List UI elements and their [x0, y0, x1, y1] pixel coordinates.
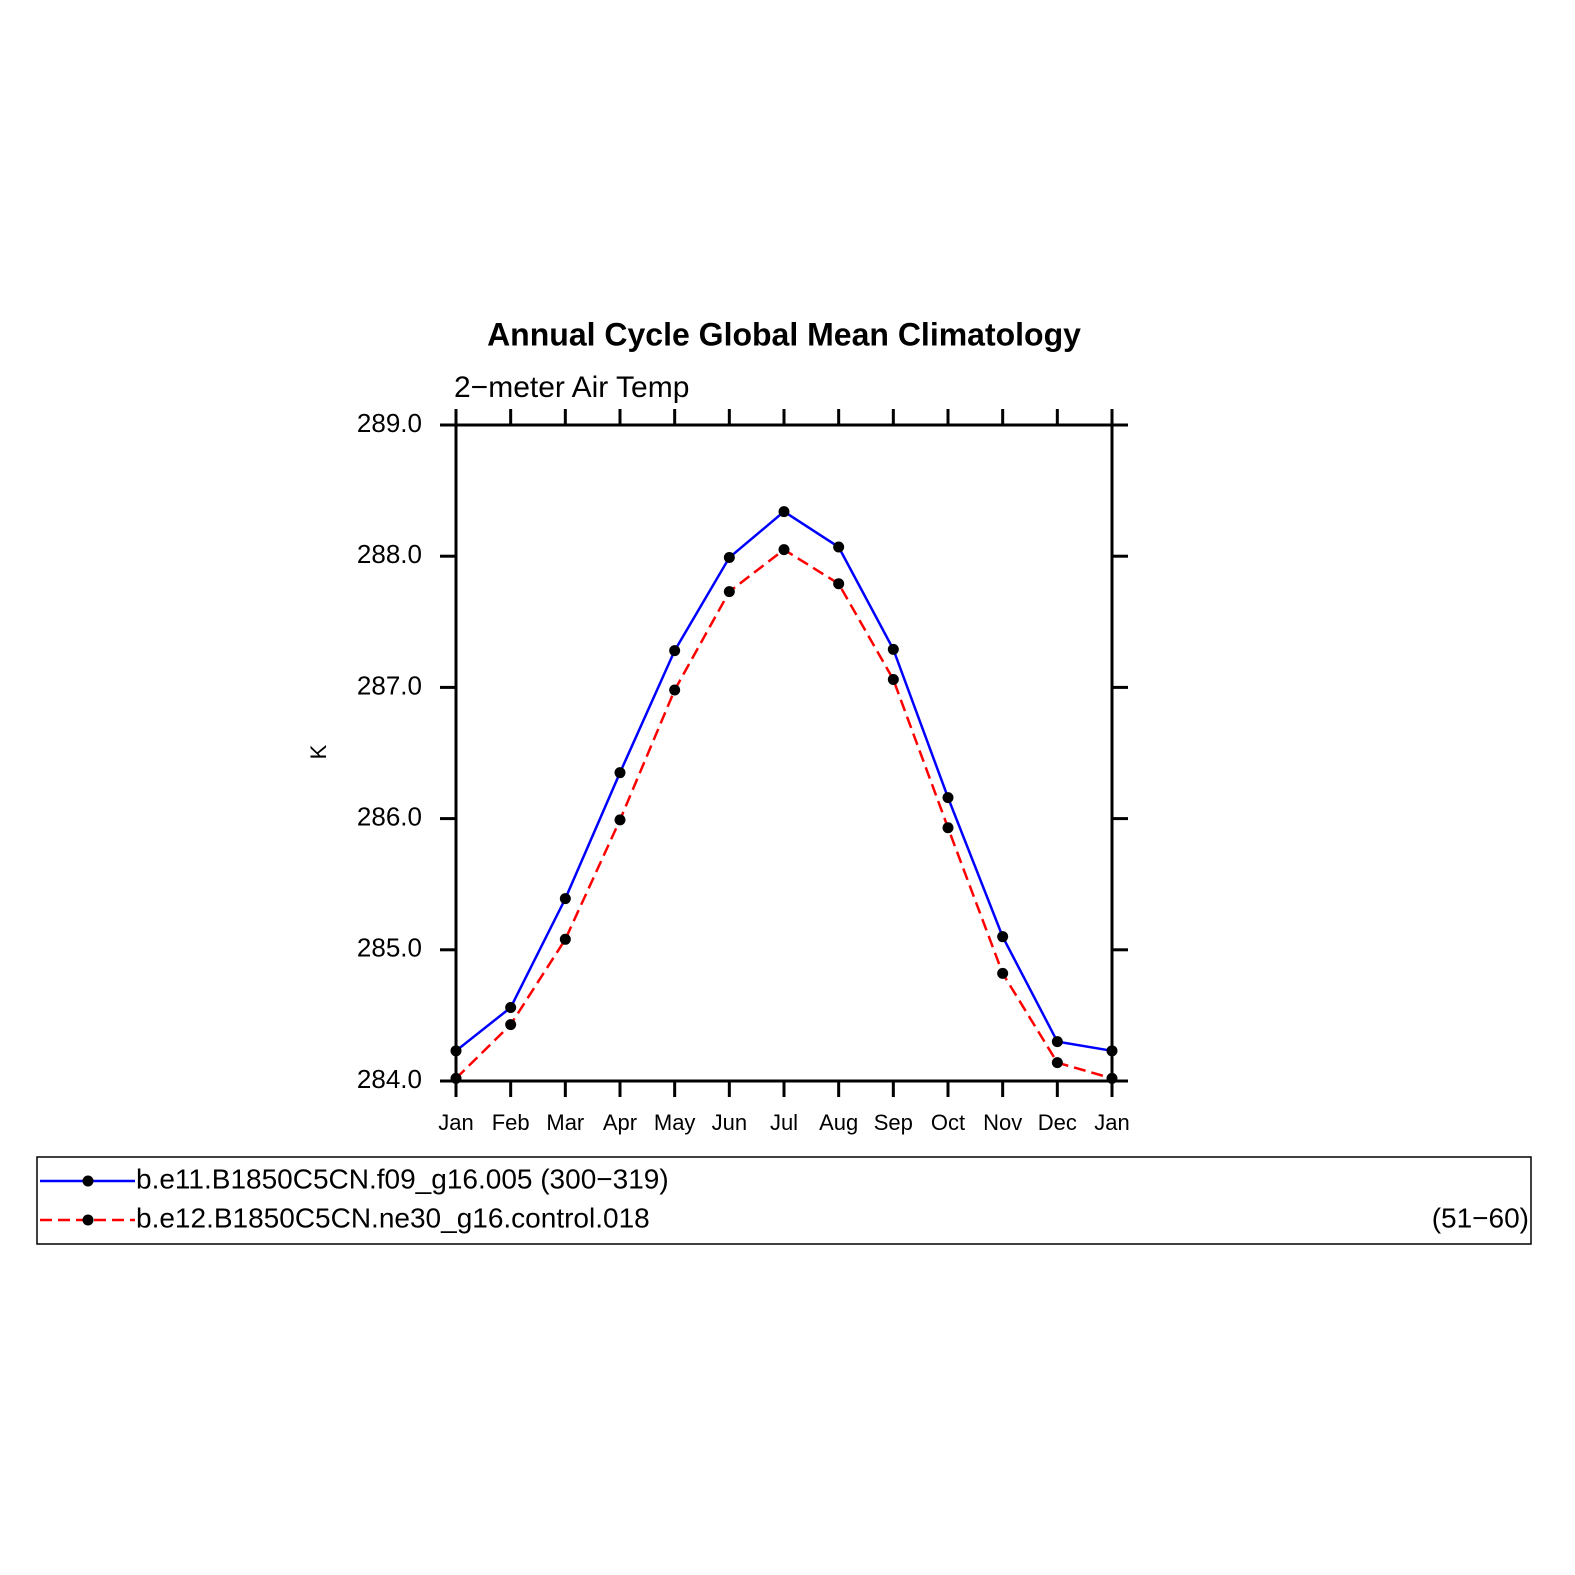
data-point: [778, 506, 790, 518]
data-point: [505, 1019, 517, 1031]
data-point: [559, 933, 571, 945]
x-tick-label: Jul: [770, 1110, 798, 1135]
data-point: [887, 643, 899, 655]
data-point: [614, 814, 626, 826]
x-tick-label: Jan: [1094, 1110, 1129, 1135]
series-line: [455, 510, 1113, 1053]
legend-box: [36, 1156, 1532, 1245]
data-point: [505, 1002, 517, 1014]
y-tick-label: 286.0: [357, 801, 422, 831]
data-point: [614, 767, 626, 779]
data-point: [997, 967, 1009, 979]
data-point: [669, 645, 681, 657]
data-point: [833, 578, 845, 590]
x-tick-label: May: [654, 1110, 696, 1135]
x-tick-label: Nov: [983, 1110, 1022, 1135]
data-point: [997, 931, 1009, 943]
series-line: [455, 548, 1113, 1080]
data-point: [887, 674, 899, 686]
data-point: [450, 1045, 462, 1057]
data-point: [778, 544, 790, 556]
y-tick-label: 285.0: [357, 933, 422, 963]
x-tick-label: Aug: [819, 1110, 858, 1135]
y-tick-label: 287.0: [357, 670, 422, 700]
x-tick-label: Sep: [874, 1110, 913, 1135]
data-point: [669, 684, 681, 696]
data-point: [1106, 1045, 1118, 1057]
x-tick-label: Mar: [546, 1110, 584, 1135]
data-point: [833, 541, 845, 553]
data-point: [450, 1072, 462, 1084]
legend-marker: [82, 1214, 94, 1226]
data-point: [1106, 1072, 1118, 1084]
data-point: [723, 552, 735, 564]
chart-subtitle: 2−meter Air Temp: [454, 371, 689, 404]
x-tick-label: Dec: [1038, 1110, 1077, 1135]
x-tick-label: Jun: [712, 1110, 747, 1135]
legend-marker: [82, 1175, 94, 1187]
x-tick-label: Oct: [931, 1110, 965, 1135]
y-tick-label: 284.0: [357, 1064, 422, 1094]
y-tick-label: 289.0: [357, 408, 422, 438]
legend-label: b.e12.B1850C5CN.ne30_g16.control.018: [136, 1202, 650, 1233]
chart-title: Annual Cycle Global Mean Climatology: [487, 316, 1081, 352]
plot-frame: [454, 423, 1114, 1083]
data-point: [1051, 1057, 1063, 1069]
x-tick-label: Feb: [492, 1110, 530, 1135]
x-tick-label: Jan: [438, 1110, 473, 1135]
data-point: [942, 792, 954, 804]
y-axis-label: K: [306, 744, 331, 759]
y-tick-label: 288.0: [357, 539, 422, 569]
data-point: [942, 822, 954, 834]
data-point: [1051, 1036, 1063, 1048]
data-point: [723, 586, 735, 598]
legend-note: (51−60): [1432, 1202, 1529, 1233]
legend-label: b.e11.B1850C5CN.f09_g16.005 (300−319): [136, 1163, 669, 1194]
x-tick-label: Apr: [603, 1110, 637, 1135]
data-point: [559, 893, 571, 905]
